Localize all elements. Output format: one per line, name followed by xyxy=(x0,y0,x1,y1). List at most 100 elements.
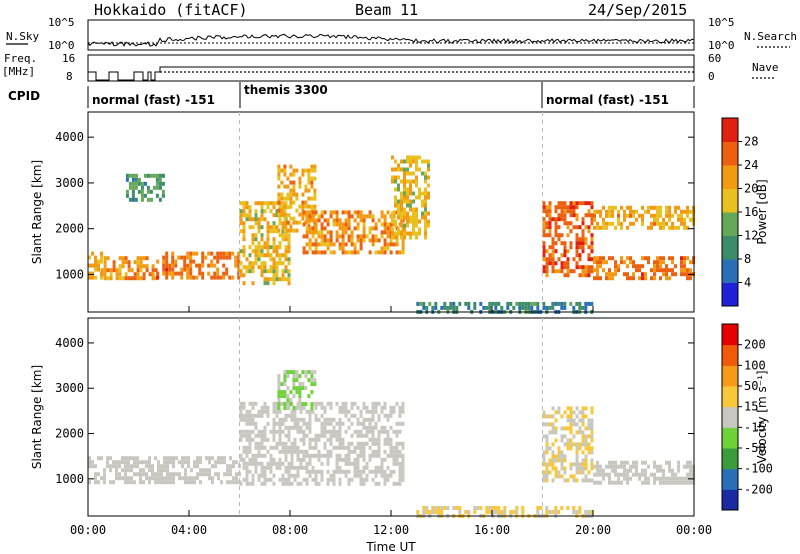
data-cell xyxy=(139,480,142,485)
data-cell xyxy=(389,250,393,255)
data-cell xyxy=(155,193,159,198)
data-cell xyxy=(245,445,249,450)
data-cell xyxy=(392,409,396,414)
data-cell xyxy=(668,209,671,214)
data-cell xyxy=(605,225,608,230)
data-cell xyxy=(677,476,680,481)
data-cell xyxy=(299,429,303,434)
data-cell xyxy=(287,237,291,242)
data-cell xyxy=(222,251,226,256)
data-cell xyxy=(130,268,134,273)
data-cell xyxy=(225,251,229,256)
data-cell xyxy=(614,464,617,469)
data-cell xyxy=(121,456,124,461)
data-cell xyxy=(587,442,591,447)
data-cell xyxy=(347,234,351,239)
data-cell xyxy=(281,201,285,206)
data-cell xyxy=(154,276,158,281)
x-tick-label: 12:00 xyxy=(373,523,409,537)
data-cell xyxy=(344,429,348,434)
data-cell xyxy=(353,445,357,450)
data-cell xyxy=(308,429,312,434)
data-cell xyxy=(228,255,232,260)
data-cell xyxy=(251,217,255,222)
cpid-panel: CPID normal (fast) -151 themis 3300 norm… xyxy=(8,82,695,108)
data-cell xyxy=(311,437,315,442)
data-cell xyxy=(314,405,318,410)
data-cell xyxy=(161,181,165,186)
colorbar-tick-label: 8 xyxy=(744,252,751,266)
data-cell xyxy=(234,259,238,264)
nsearch-tick-top: 10^5 xyxy=(708,16,735,29)
data-cell xyxy=(608,205,611,210)
data-cell xyxy=(557,450,561,455)
data-cell xyxy=(632,464,635,469)
data-cell xyxy=(611,213,614,218)
data-cell xyxy=(231,251,235,256)
data-cell xyxy=(260,433,264,438)
data-cell xyxy=(131,181,135,186)
data-cell xyxy=(569,442,573,447)
data-cell xyxy=(290,453,294,458)
data-cell xyxy=(398,405,402,410)
data-cell xyxy=(94,476,97,481)
data-cell xyxy=(266,465,270,470)
data-cell xyxy=(313,204,317,209)
data-cell xyxy=(275,261,279,266)
data-cell xyxy=(317,250,321,255)
data-cell xyxy=(494,305,498,310)
data-cell xyxy=(464,510,468,514)
data-cell xyxy=(611,209,614,214)
data-cell xyxy=(133,276,137,281)
data-cell xyxy=(644,480,647,485)
data-cell xyxy=(106,464,109,469)
data-cell xyxy=(635,468,638,473)
data-cell xyxy=(566,221,570,226)
data-cell xyxy=(277,184,281,189)
data-cell xyxy=(229,480,232,485)
data-cell xyxy=(313,370,317,375)
data-cell xyxy=(409,183,412,188)
data-cell xyxy=(452,305,456,310)
data-cell xyxy=(335,230,339,235)
data-cell xyxy=(581,478,585,483)
data-cell xyxy=(214,472,217,477)
data-cell xyxy=(575,458,579,463)
data-cell xyxy=(295,378,299,383)
data-cell xyxy=(136,472,139,477)
data-cell xyxy=(289,180,293,185)
data-cell xyxy=(581,450,585,455)
data-cell xyxy=(314,469,318,474)
data-cell xyxy=(292,374,296,379)
data-cell xyxy=(314,226,318,231)
data-cell xyxy=(551,265,555,270)
data-cell xyxy=(380,405,384,410)
data-cell xyxy=(275,401,279,406)
freq-label: Freq. xyxy=(4,52,37,65)
data-cell xyxy=(332,222,336,227)
data-cell xyxy=(578,510,582,514)
data-cell xyxy=(266,281,270,286)
data-cell xyxy=(269,209,273,214)
data-cell xyxy=(626,225,629,230)
data-cell xyxy=(551,241,555,246)
data-cell xyxy=(311,234,315,239)
data-cell xyxy=(292,168,296,173)
data-cell xyxy=(401,401,405,406)
data-cell xyxy=(311,453,315,458)
data-cell xyxy=(242,229,246,234)
data-cell xyxy=(415,215,418,220)
data-cell xyxy=(121,476,124,481)
cpid-segment-1: normal (fast) -151 xyxy=(92,93,215,107)
data-cell xyxy=(403,171,406,176)
data-cell xyxy=(686,460,689,465)
data-cell xyxy=(127,476,130,481)
data-cell xyxy=(365,465,369,470)
data-cell xyxy=(201,251,205,256)
data-cell xyxy=(560,426,564,431)
data-cell xyxy=(394,223,397,228)
data-cell xyxy=(391,167,394,172)
data-cell xyxy=(302,441,306,446)
data-cell xyxy=(632,260,635,265)
data-cell xyxy=(347,445,351,450)
